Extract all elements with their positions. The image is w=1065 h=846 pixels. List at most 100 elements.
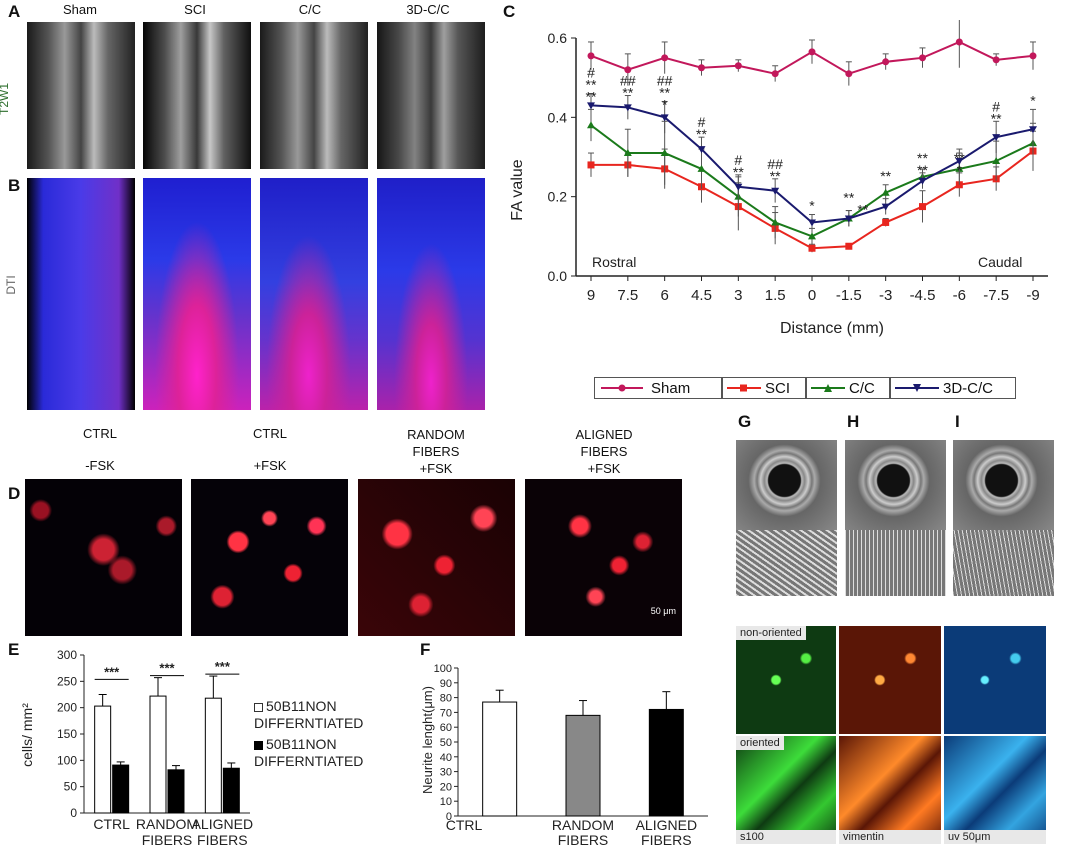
e-bar [112, 764, 130, 814]
d-header-3-line-1: RANDOM [407, 427, 465, 442]
e-bar [94, 705, 112, 814]
j-image-vimentin-oriented: vimentin [839, 736, 941, 844]
data-point [587, 121, 595, 129]
f-y-tick-label: 90 [440, 678, 452, 690]
panel-label-a: A [8, 2, 21, 21]
sem-image-h-bottom [845, 530, 946, 596]
e-y-tick-label: 200 [57, 701, 77, 715]
panel-label-d: D [8, 484, 21, 503]
f-y-tick-label: 10 [440, 796, 452, 808]
data-point [881, 188, 890, 196]
data-point [660, 114, 669, 122]
legend-item-3dcc: 3D-C/C [890, 377, 1016, 399]
significance-mark: ## [657, 72, 673, 88]
significance-mark: # [734, 152, 742, 168]
e-bar [204, 697, 222, 814]
f-bar [565, 714, 601, 817]
data-point [992, 156, 1001, 164]
f-y-tick-label: 30 [440, 767, 452, 779]
legend-item-sham: Sham [594, 377, 722, 399]
data-point [660, 149, 669, 157]
x-tick-label: -1.5 [836, 287, 862, 304]
j-image-uv-non-oriented [944, 626, 1046, 734]
e-legend-swatch-filled [254, 740, 263, 750]
data-point [882, 218, 890, 226]
e-legend-label-open: 50B11NON DIFFERNTIATED [254, 698, 364, 731]
mri-image-3dcc [377, 22, 485, 169]
e-y-tick-label: 250 [57, 674, 77, 688]
d-header-1-line-2: -FSK [85, 458, 115, 473]
panel-label-e: E [8, 640, 20, 659]
panel-label-g: G [738, 412, 752, 431]
data-point [734, 183, 743, 191]
f-category-label: ALIGNED [636, 817, 697, 833]
dti-image-3dcc [377, 178, 485, 410]
significance-mark: * [809, 198, 815, 214]
significance-mark: ** [586, 77, 597, 93]
f-y-tick-label: 60 [440, 722, 452, 734]
j-image-s100-oriented: oriented s100 [736, 736, 836, 844]
e-y-tick-label: 300 [57, 648, 77, 662]
d-header-4: ALIGNED FIBERS +FSK [544, 426, 664, 477]
d-header-2-line-2: +FSK [253, 458, 287, 473]
x-tick-label: -3 [879, 287, 892, 304]
data-point [918, 177, 927, 185]
legend-item-cc: C/C [806, 377, 890, 399]
e-category-label: FIBERS [142, 832, 193, 845]
y-tick-label: 0.4 [548, 109, 568, 125]
y-tick-label: 0.6 [548, 30, 568, 46]
data-point [955, 38, 963, 46]
data-point [1029, 52, 1037, 60]
d-header-3-line-3: +FSK [419, 461, 453, 476]
data-point [624, 66, 632, 74]
data-point [697, 146, 706, 154]
fluor-image-ctrl-plus-fsk [191, 479, 348, 636]
f-y-tick-label: 40 [440, 752, 452, 764]
dti-image-sci [143, 178, 251, 410]
e-bar [149, 695, 167, 814]
e-y-tick-label: 100 [57, 753, 77, 767]
j-image-uv-oriented: uv 50μm [944, 736, 1046, 844]
f-y-tick-label: 80 [440, 693, 452, 705]
j-stain-uv: uv 50μm [944, 830, 1046, 844]
data-point [882, 58, 890, 66]
significance-mark: ** [622, 85, 633, 101]
x-tick-label: 1.5 [765, 287, 786, 304]
x-tick-label: -9 [1026, 287, 1039, 304]
e-category-label: RANDOM [136, 816, 198, 832]
data-point [587, 161, 595, 169]
e-sig-mark: *** [159, 661, 175, 676]
e-sig-mark: *** [215, 659, 231, 674]
data-point [919, 203, 926, 211]
e-y-tick-label: 50 [64, 780, 78, 794]
sem-image-i-bottom [953, 530, 1054, 596]
data-point [844, 215, 853, 223]
f-category-label: RANDOM [552, 817, 614, 833]
significance-mark: ** [696, 126, 707, 142]
mri-image-sham [27, 22, 135, 169]
fluor-image-aligned-fibers: 50 μm [525, 479, 682, 636]
data-point [808, 232, 816, 240]
rostral-label: Rostral [592, 254, 636, 270]
f-bar [648, 708, 684, 817]
data-point [845, 242, 853, 250]
mri-image-sci [143, 22, 251, 169]
e-legend-label-filled: 50B11NON DIFFERNTIATED [254, 736, 364, 769]
f-y-tick-label: 70 [440, 707, 452, 719]
significance-mark: ** [880, 168, 891, 184]
f-y-tick-label: 0 [446, 811, 452, 823]
x-tick-label: -4.5 [910, 287, 936, 304]
significance-mark: ** [843, 190, 854, 206]
data-point [587, 52, 595, 60]
cells-bar-chart: 0 50 100 150 200 250 300 *** CTRL *** RANDOMFIBERS… [19, 648, 253, 845]
group-header-3dcc: 3D-C/C [406, 2, 450, 17]
legend-item-sci: SCI [722, 377, 806, 399]
legend-label-3dcc: 3D-C/C [943, 380, 994, 397]
data-point [992, 56, 1000, 64]
panel-label-i: I [955, 412, 960, 431]
significance-mark: ** [917, 162, 928, 178]
data-point [661, 54, 669, 62]
x-tick-label: 7.5 [617, 287, 638, 304]
f-bar [482, 701, 518, 817]
